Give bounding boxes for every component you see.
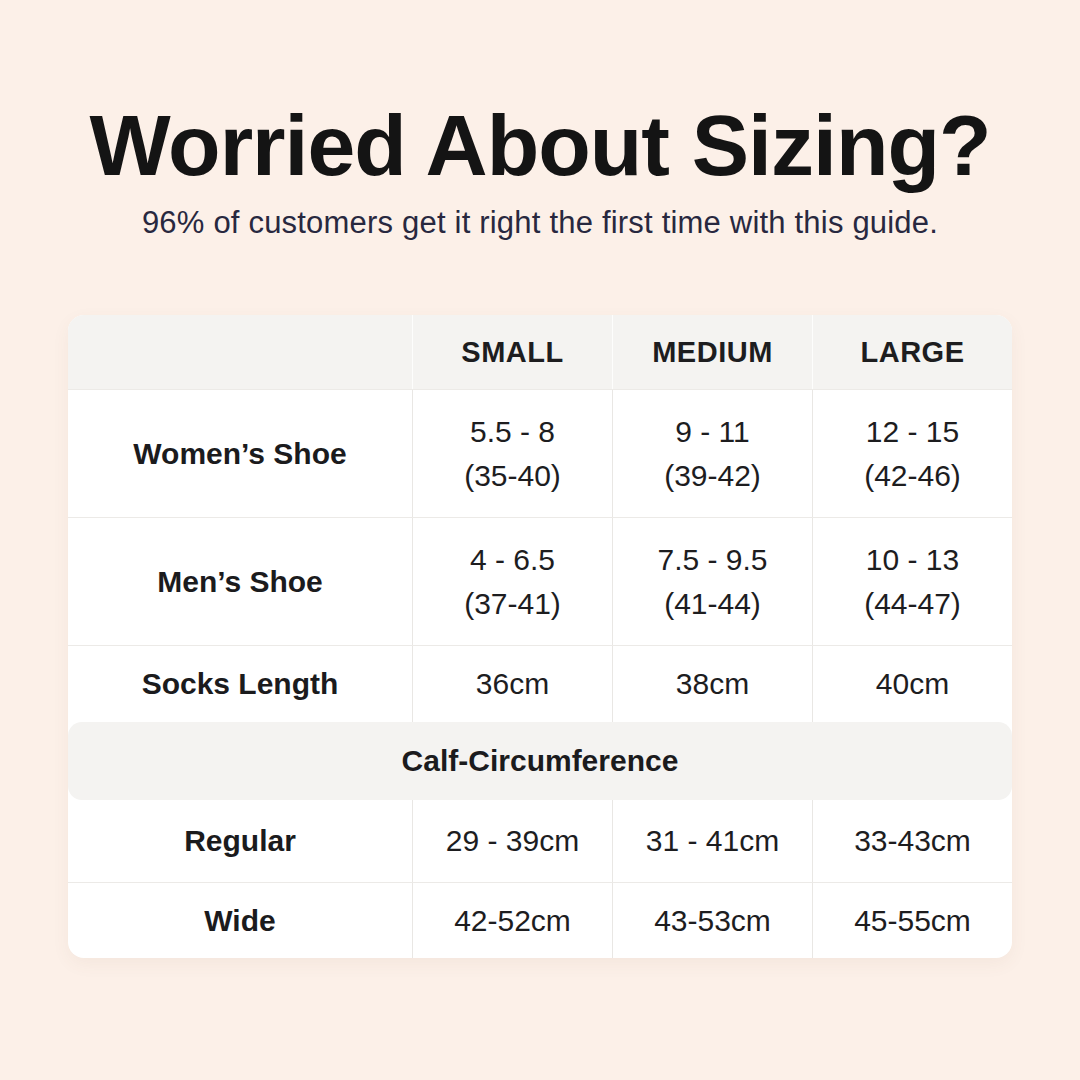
value-line: 10 - 13 xyxy=(866,538,959,582)
value-line: (39-42) xyxy=(664,454,761,498)
calf-circumference-section-header: Calf-Circumference xyxy=(68,722,1012,800)
mens-small-cell: 4 - 6.5 (37-41) xyxy=(412,518,612,645)
table-row-womens-shoe: Women’s Shoe 5.5 - 8 (35-40) 9 - 11 (39-… xyxy=(68,389,1012,517)
regular-small-cell: 29 - 39cm xyxy=(412,800,612,882)
row-label: Wide xyxy=(68,883,412,958)
regular-medium-cell: 31 - 41cm xyxy=(612,800,812,882)
row-label: Women’s Shoe xyxy=(68,390,412,517)
mens-large-cell: 10 - 13 (44-47) xyxy=(812,518,1012,645)
regular-large-cell: 33-43cm xyxy=(812,800,1012,882)
table-row-socks-length: Socks Length 36cm 38cm 40cm xyxy=(68,645,1012,722)
value-line: (44-47) xyxy=(864,582,961,626)
socks-large-cell: 40cm xyxy=(812,646,1012,722)
value-line: 9 - 11 xyxy=(675,410,750,454)
header-small: SMALL xyxy=(412,315,612,389)
value-line: 4 - 6.5 xyxy=(470,538,555,582)
womens-large-cell: 12 - 15 (42-46) xyxy=(812,390,1012,517)
value-line: 7.5 - 9.5 xyxy=(657,538,767,582)
value-line: (37-41) xyxy=(464,582,561,626)
socks-small-cell: 36cm xyxy=(412,646,612,722)
value-line: (35-40) xyxy=(464,454,561,498)
wide-medium-cell: 43-53cm xyxy=(612,883,812,958)
size-guide-infographic: Worried About Sizing? 96% of customers g… xyxy=(0,0,1080,1080)
row-label: Socks Length xyxy=(68,646,412,722)
table-row-calf-wide: Wide 42-52cm 43-53cm 45-55cm xyxy=(68,882,1012,958)
womens-small-cell: 5.5 - 8 (35-40) xyxy=(412,390,612,517)
value-line: 12 - 15 xyxy=(866,410,959,454)
value-line: 5.5 - 8 xyxy=(470,410,555,454)
page-title: Worried About Sizing? xyxy=(0,96,1080,195)
header-empty-cell xyxy=(68,315,412,389)
table-header-row: SMALL MEDIUM LARGE xyxy=(68,315,1012,389)
value-line: (42-46) xyxy=(864,454,961,498)
table-row-mens-shoe: Men’s Shoe 4 - 6.5 (37-41) 7.5 - 9.5 (41… xyxy=(68,517,1012,645)
row-label: Regular xyxy=(68,800,412,882)
wide-large-cell: 45-55cm xyxy=(812,883,1012,958)
row-label: Men’s Shoe xyxy=(68,518,412,645)
value-line: (41-44) xyxy=(664,582,761,626)
header-large: LARGE xyxy=(812,315,1012,389)
wide-small-cell: 42-52cm xyxy=(412,883,612,958)
page-subtitle: 96% of customers get it right the first … xyxy=(0,205,1080,241)
socks-medium-cell: 38cm xyxy=(612,646,812,722)
table-row-calf-regular: Regular 29 - 39cm 31 - 41cm 33-43cm xyxy=(68,800,1012,882)
mens-medium-cell: 7.5 - 9.5 (41-44) xyxy=(612,518,812,645)
womens-medium-cell: 9 - 11 (39-42) xyxy=(612,390,812,517)
header-medium: MEDIUM xyxy=(612,315,812,389)
size-guide-table: SMALL MEDIUM LARGE Women’s Shoe 5.5 - 8 … xyxy=(68,315,1012,958)
